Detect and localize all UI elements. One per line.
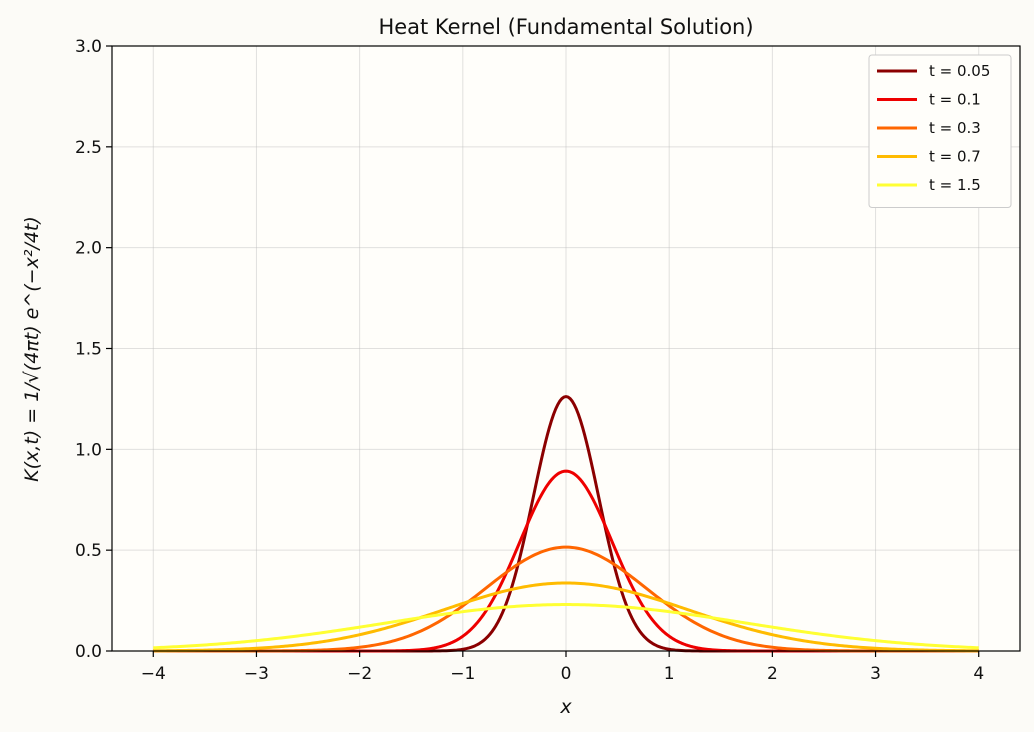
y-tick-label: 0.5: [75, 541, 102, 561]
legend-label: t = 0.7: [929, 148, 981, 166]
y-tick-label: 1.0: [75, 440, 102, 460]
x-axis-ticks: −4 −3 −2 −1 0 1 2 3 4: [141, 651, 984, 684]
x-tick-label: −1: [450, 664, 475, 684]
legend-label: t = 0.1: [929, 91, 981, 109]
legend-box: [868, 54, 1012, 208]
y-tick-label: 2.5: [75, 138, 102, 158]
y-tick-label: 1.5: [75, 340, 102, 360]
x-tick-label: 2: [767, 664, 778, 684]
x-tick-label: 1: [664, 664, 675, 684]
x-tick-label: −3: [244, 664, 269, 684]
y-tick-label: 2.0: [75, 239, 102, 259]
chart-title: Heat Kernel (Fundamental Solution): [378, 15, 753, 39]
legend-label: t = 1.5: [929, 176, 981, 194]
series-line: [153, 603, 979, 650]
x-tick-label: 4: [973, 664, 984, 684]
x-tick-label: −4: [141, 664, 166, 684]
y-axis-ticks: 0.0 0.5 1.0 1.5 2.0 2.5 3.0: [75, 37, 112, 662]
series-line: [153, 581, 979, 653]
x-tick-label: 0: [561, 664, 572, 684]
x-tick-label: 3: [870, 664, 881, 684]
x-tick-label: −2: [347, 664, 372, 684]
y-tick-label: 0.0: [75, 642, 102, 662]
x-axis-label: x: [559, 696, 572, 718]
y-axis-label: K(x,t) = 1/√(4πt) e^(−x²/4t): [21, 216, 43, 482]
y-tick-label: 3.0: [75, 37, 102, 57]
legend: t = 0.05 t = 0.1 t = 0.3 t = 0.7 t = 1.5: [868, 54, 1012, 208]
legend-label: t = 0.3: [929, 119, 981, 137]
legend-label: t = 0.05: [929, 62, 990, 80]
